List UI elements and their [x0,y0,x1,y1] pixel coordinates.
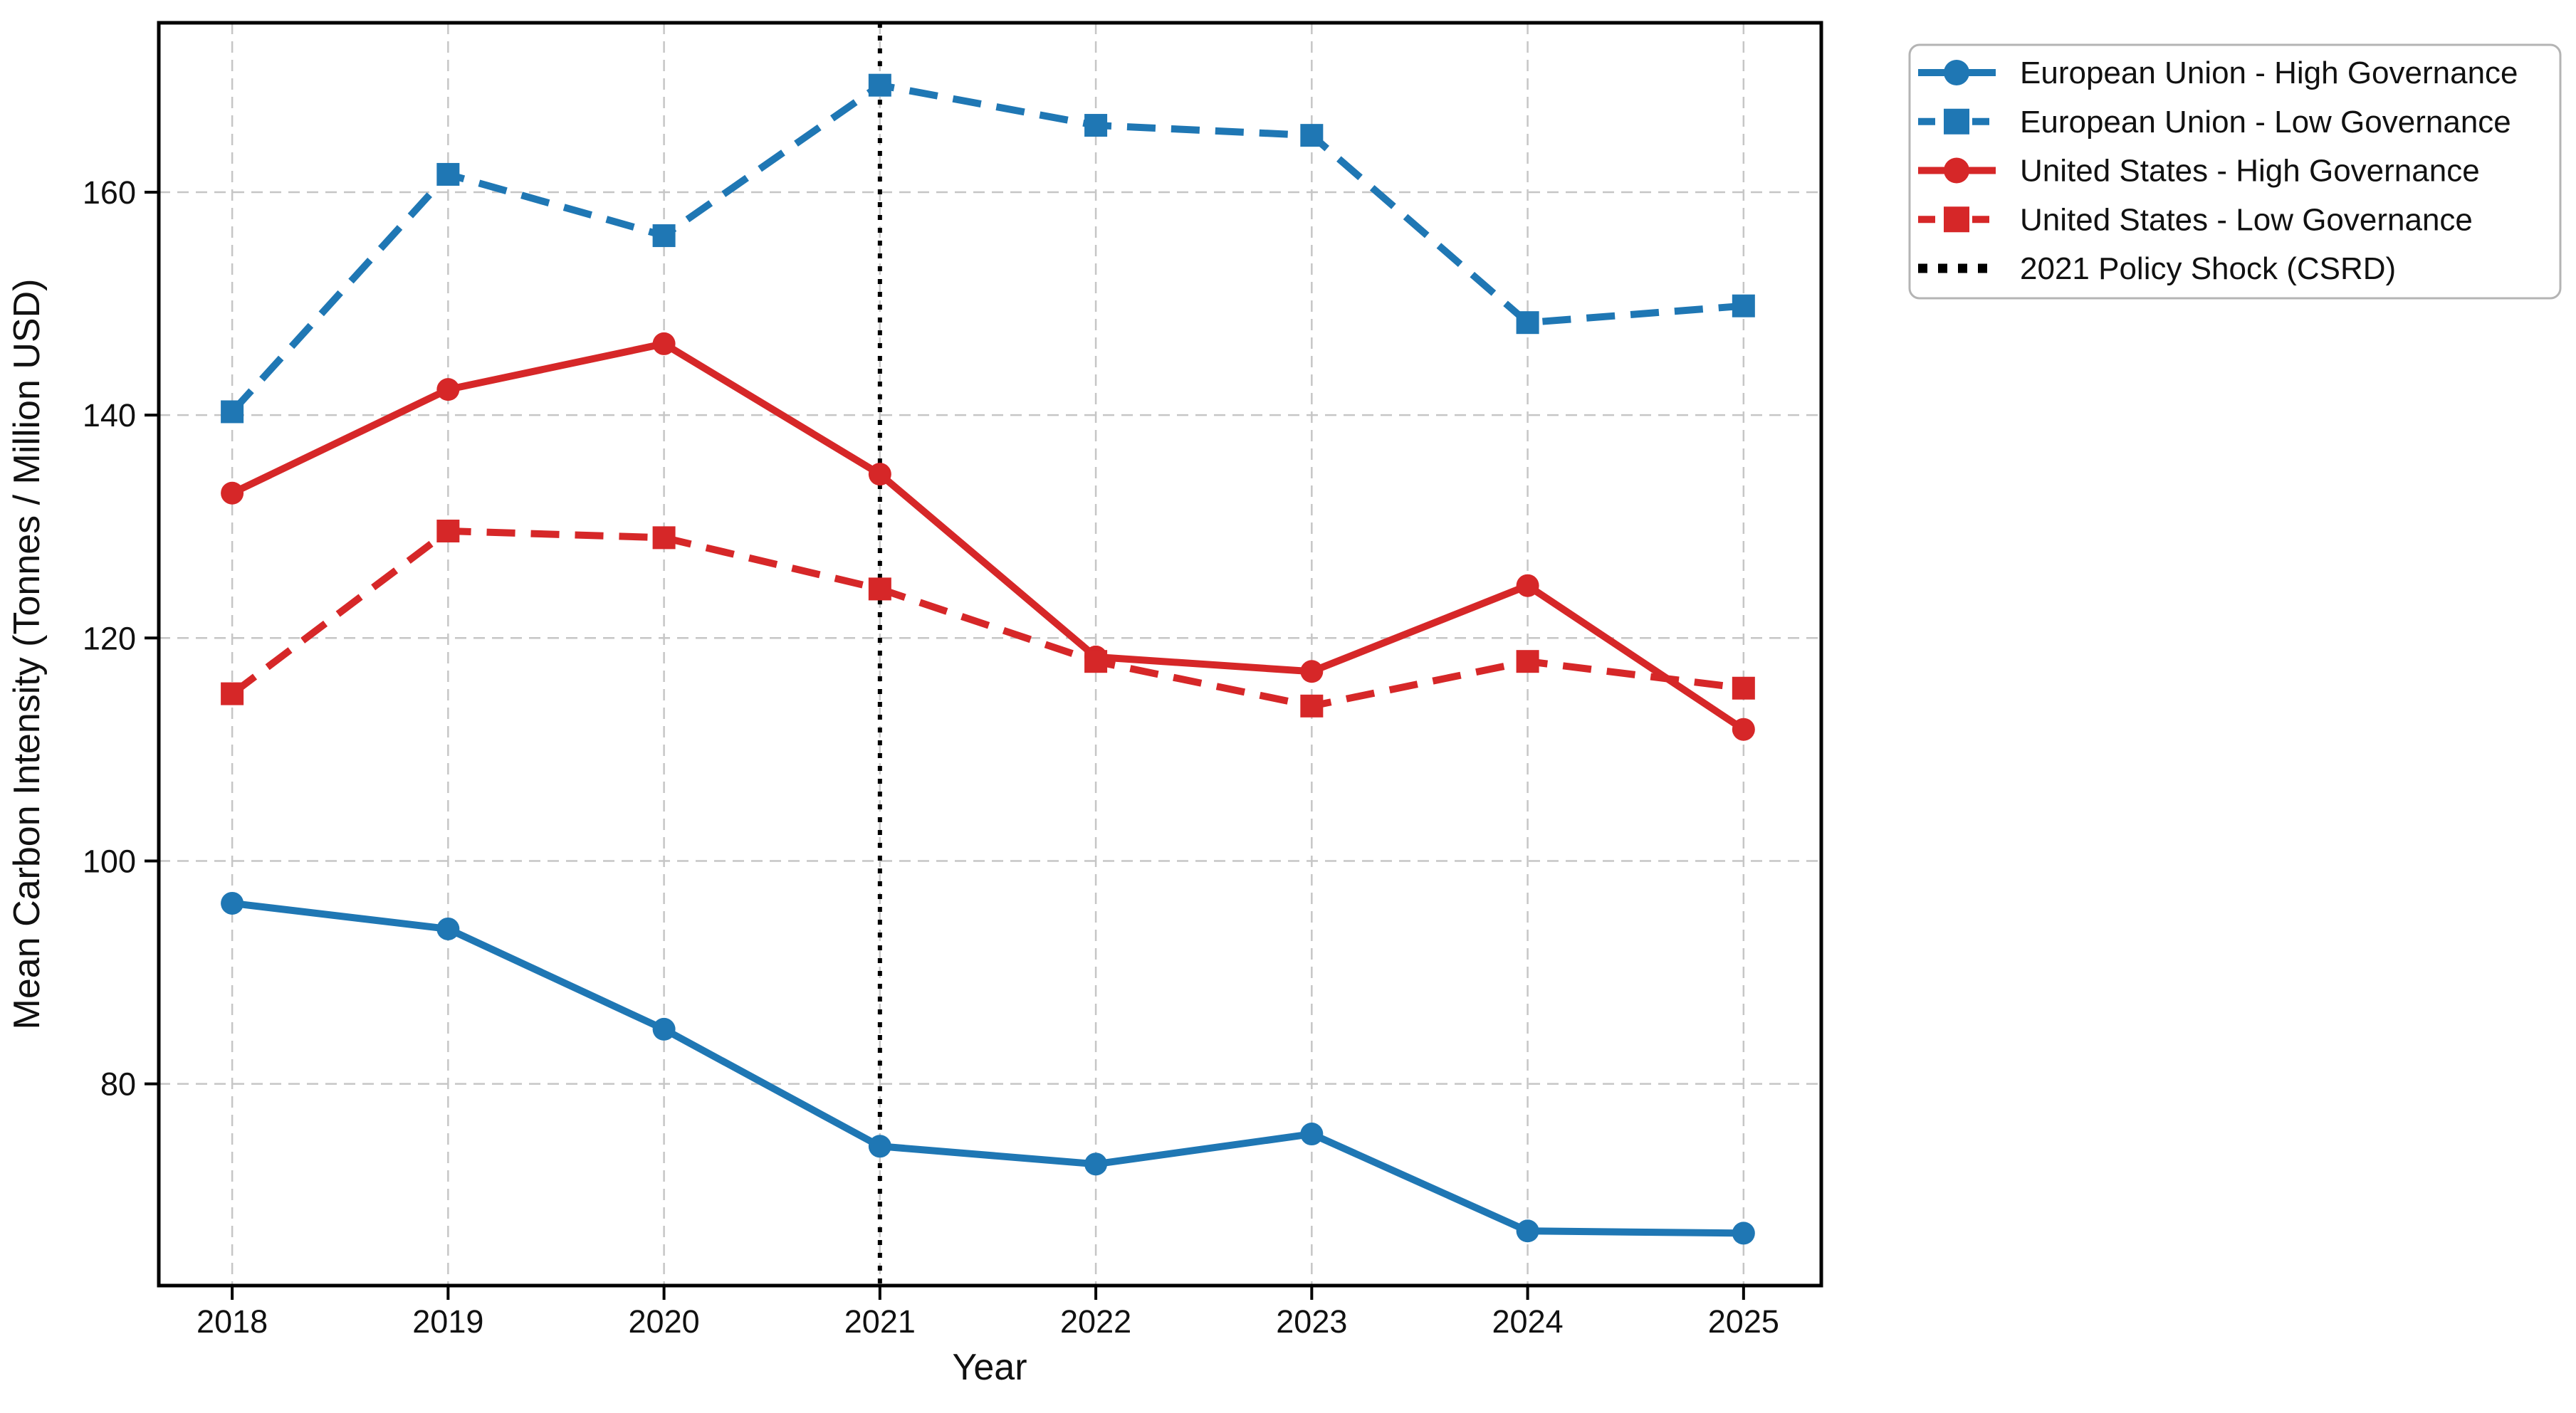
x-tick-label: 2022 [1060,1303,1131,1340]
data-point-circle [1732,1222,1755,1245]
plot-border [157,21,1823,1288]
series-line-2 [230,340,1746,732]
y-tick-label: 80 [100,1066,136,1103]
data-point-circle [868,1135,891,1158]
data-point-square [868,73,891,97]
legend-item-label: United States - High Governance [2020,154,2480,189]
data-point-circle [1516,1219,1539,1243]
x-tick-label: 2025 [1708,1303,1779,1340]
data-point-square [221,682,244,705]
legend-item-label: United States - Low Governance [2020,202,2473,237]
data-point-square [1516,311,1539,335]
data-point-square [436,162,460,186]
data-point-square [1300,694,1324,718]
plot-area: 80 100 120 140 160 2018 2019 2020 2021 2022 2023 20… [83,21,1823,1340]
x-tick-label: 2019 [412,1303,483,1340]
x-tick-label: 2021 [844,1303,916,1340]
data-point-square [1732,294,1755,317]
data-point-circle [1516,574,1539,597]
data-point-circle [1084,1152,1108,1176]
data-point-circle [436,378,460,401]
data-point-square [1516,650,1539,673]
x-axis-label: Year [952,1347,1027,1388]
series-line-3 [230,527,1744,710]
series-line-0 [231,899,1744,1237]
data-point-circle [1300,1123,1324,1146]
data-point-square [1084,650,1108,673]
data-point-square [868,577,891,601]
data-point-circle [1300,660,1324,683]
x-tick-label: 2024 [1492,1303,1564,1340]
y-tick-label: 160 [83,174,136,211]
data-point-square [652,526,676,550]
legend: European Union - High Governance European… [1908,43,2562,300]
y-tick-label: 120 [83,620,136,656]
legend-item-label: European Union - High Governance [2020,56,2518,90]
legend-box [1908,43,2562,300]
data-point-square [1732,676,1755,700]
legend-marker-square [1944,108,1969,135]
x-tick-label: 2023 [1276,1303,1347,1340]
data-point-circle [652,1017,676,1041]
data-point-square [652,224,676,248]
y-tick-label: 100 [83,843,136,879]
data-point-square [1084,114,1108,137]
series-line-1 [229,81,1744,414]
y-tick-label: 140 [83,397,136,434]
data-point-circle [221,481,244,505]
data-point-circle [652,332,676,355]
data-point-circle [868,463,891,486]
data-point-circle [221,891,244,915]
x-tick-label: 2020 [629,1303,700,1340]
legend-item-label: 2021 Policy Shock (CSRD) [2020,251,2396,286]
legend-marker-square [1944,206,1969,233]
data-point-circle [436,917,460,940]
data-point-square [1300,124,1324,147]
y-axis-label: Mean Carbon Intensity (Tonnes / Million … [6,279,48,1030]
data-point-square [221,400,244,424]
legend-item-label: European Union - Low Governance [2020,105,2511,140]
x-tick-label: 2018 [197,1303,268,1340]
data-point-square [436,519,460,542]
data-point-circle [1732,718,1755,741]
legend-marker-circle [1944,60,1969,85]
legend-marker-circle [1944,157,1969,184]
